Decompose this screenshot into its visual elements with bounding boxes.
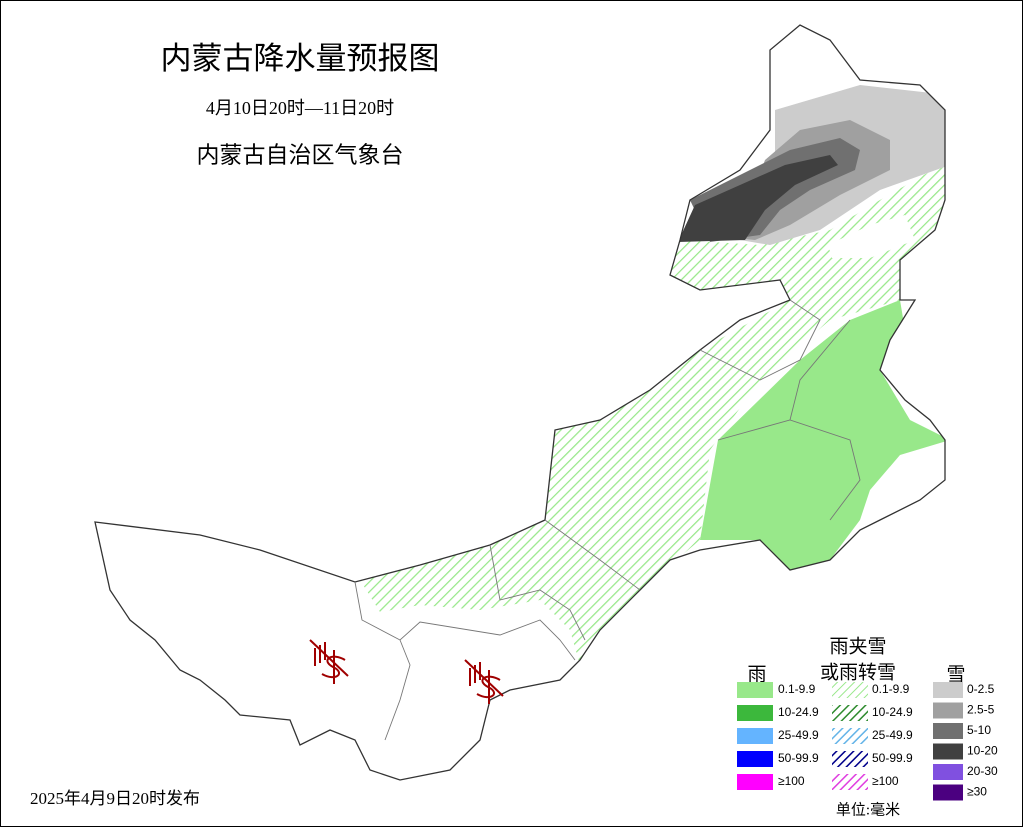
issued-time: 2025年4月9日20时发布 [30,789,200,808]
legend-swatch [933,682,963,698]
legend-swatch [832,728,868,744]
legend-swatch [832,751,868,767]
legend-label: 0.1-9.9 [872,682,910,696]
legend-label: 25-49.9 [872,728,913,742]
legend-swatch [933,764,963,780]
legend-label: 10-24.9 [872,705,913,719]
rain-area [700,300,945,570]
legend-swatch [933,723,963,739]
no-precip-area [868,452,945,515]
legend-swatch [933,743,963,760]
legend-swatch [832,774,868,790]
legend-label: ≥30 [967,785,987,799]
legend-title: 雨夹雪 [829,635,886,657]
legend-label: 5-10 [967,723,991,737]
unit: 单位:毫米 [836,800,900,818]
legend-swatch [737,751,773,767]
legend: 0.1-9.9 10-24.9 25-49.9 50-99.9 ≥100 0.1-9.9 1… [737,682,998,801]
region-outline [94,24,946,781]
dust-symbol [309,639,504,704]
legend-label: 10-24.9 [778,705,819,719]
legend-swatch [933,784,963,801]
legend-label: 25-49.9 [778,728,819,742]
legend-swatch [737,705,773,721]
legend-label: 2.5-5 [967,703,995,717]
map-title: 内蒙古降水量预报图 [161,41,440,76]
league-boundaries [354,299,861,741]
legend-swatch [832,682,868,698]
legend-title: 雪 [946,664,965,685]
legend-swatch [933,702,963,719]
legend-label: ≥100 [778,774,805,788]
legend-swatch [737,728,773,744]
legend-label: 0.1-9.9 [778,682,816,696]
no-precip-area [828,215,915,258]
snow-area [678,155,838,242]
legend-label: 20-30 [967,764,998,778]
legend-swatch [737,682,773,698]
legend-swatch [832,705,868,721]
legend-label: 10-20 [967,744,998,758]
legend-label: 0-2.5 [967,682,995,696]
legend-swatch [737,774,773,790]
issuer: 内蒙古自治区气象台 [197,142,404,167]
period: 4月10日20时—11日20时 [206,98,394,118]
legend-title: 雨 [747,664,766,685]
legend-title: 或雨转雪 [820,661,896,683]
mixed-area [360,160,945,665]
legend-label: 50-99.9 [778,751,819,765]
legend-label: ≥100 [872,774,899,788]
legend-label: 50-99.9 [872,751,913,765]
